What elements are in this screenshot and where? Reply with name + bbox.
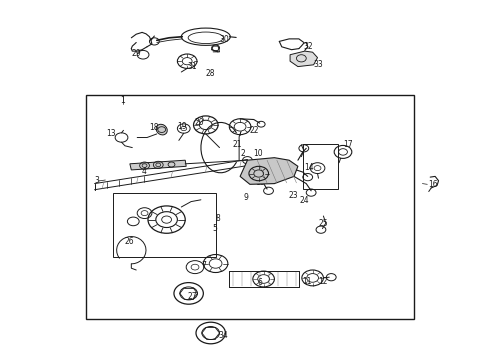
Text: 5: 5 bbox=[212, 224, 217, 233]
Text: 20: 20 bbox=[194, 118, 204, 127]
Text: 28: 28 bbox=[206, 69, 216, 78]
Text: 19: 19 bbox=[177, 122, 187, 131]
Text: 32: 32 bbox=[303, 42, 313, 51]
Text: 12: 12 bbox=[318, 277, 328, 286]
Text: 7: 7 bbox=[201, 261, 206, 270]
Text: 2: 2 bbox=[240, 149, 245, 158]
Text: 33: 33 bbox=[314, 60, 323, 69]
Text: 21: 21 bbox=[232, 140, 242, 149]
Text: 4: 4 bbox=[142, 166, 147, 176]
Text: 34: 34 bbox=[218, 331, 228, 340]
Bar bbox=[303, 144, 338, 189]
Polygon shape bbox=[240, 158, 298, 184]
Text: 11: 11 bbox=[302, 277, 312, 286]
Text: 26: 26 bbox=[124, 237, 134, 246]
Text: 10: 10 bbox=[253, 149, 263, 158]
Text: 31: 31 bbox=[188, 62, 197, 71]
Bar bbox=[113, 193, 216, 257]
Text: 13: 13 bbox=[106, 130, 116, 139]
Text: 16: 16 bbox=[428, 180, 438, 189]
Text: 8: 8 bbox=[216, 214, 220, 223]
Polygon shape bbox=[290, 51, 318, 67]
Polygon shape bbox=[130, 160, 186, 170]
Ellipse shape bbox=[156, 124, 167, 135]
Text: 24: 24 bbox=[299, 196, 309, 205]
Bar bbox=[86, 95, 414, 319]
Text: 3: 3 bbox=[95, 176, 99, 185]
Text: 22: 22 bbox=[249, 126, 259, 135]
Text: 27: 27 bbox=[188, 292, 197, 301]
Text: 18: 18 bbox=[149, 123, 159, 132]
Text: 29: 29 bbox=[131, 49, 141, 58]
Text: 1: 1 bbox=[120, 96, 125, 105]
Text: 30: 30 bbox=[219, 36, 229, 45]
Text: 23: 23 bbox=[289, 192, 298, 200]
Text: 14: 14 bbox=[304, 163, 314, 172]
Text: 17: 17 bbox=[343, 140, 353, 149]
Text: 25: 25 bbox=[318, 219, 328, 228]
Text: 15: 15 bbox=[255, 178, 265, 187]
Text: 6: 6 bbox=[257, 278, 262, 287]
Text: 9: 9 bbox=[244, 193, 248, 202]
